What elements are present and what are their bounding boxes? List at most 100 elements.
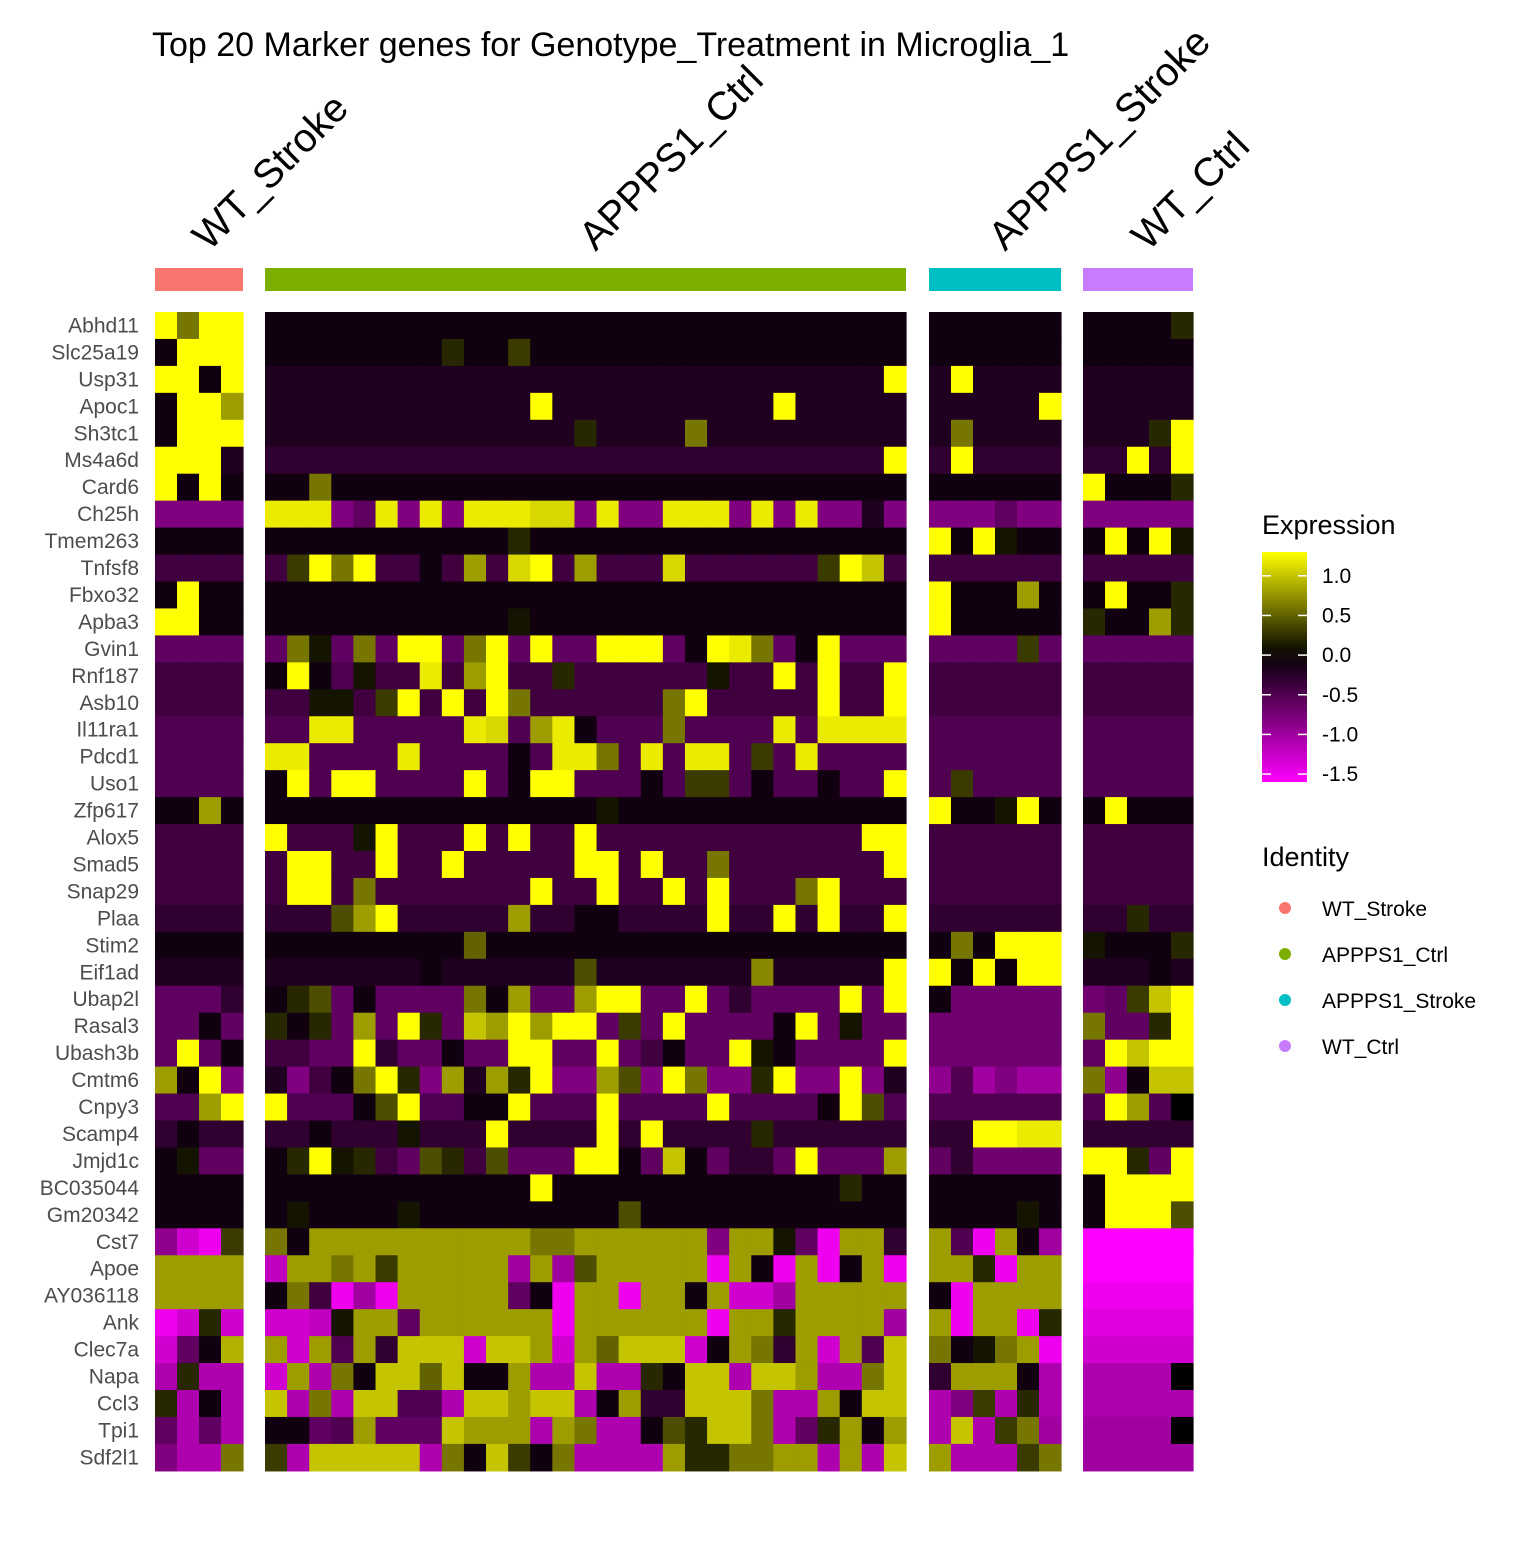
group-label-wt-stroke: WT_Stroke <box>184 86 357 259</box>
heatmap-cell <box>530 1309 553 1337</box>
heatmap-cell <box>552 500 576 529</box>
heatmap-cell <box>309 500 332 529</box>
heatmap-cell <box>883 635 907 663</box>
heatmap-cell <box>486 824 509 852</box>
heatmap-cell <box>751 985 774 1014</box>
heatmap-cell <box>773 743 797 771</box>
heatmap-cell <box>1039 554 1062 583</box>
heatmap-cell <box>508 797 531 825</box>
heatmap-cell <box>552 904 576 933</box>
gene-label-zfp617: Zfp617 <box>74 800 139 823</box>
heatmap-cell <box>353 392 377 421</box>
heatmap-cell <box>463 473 487 502</box>
heatmap-cell <box>1171 770 1194 798</box>
heatmap-cell <box>486 1012 509 1041</box>
heatmap-cell <box>883 1282 907 1310</box>
heatmap-cell <box>177 770 200 798</box>
heatmap-cell <box>773 689 797 717</box>
heatmap-cell <box>309 851 332 879</box>
heatmap-cell <box>929 716 952 744</box>
heatmap-cell <box>929 958 952 987</box>
heatmap-cell <box>883 1120 907 1149</box>
heatmap-cell <box>729 1309 752 1337</box>
heatmap-cell <box>596 312 620 340</box>
heatmap-cell <box>177 1309 200 1337</box>
heatmap-cell <box>419 392 443 421</box>
gene-label-smad5: Smad5 <box>72 854 139 877</box>
heatmap-cell <box>1039 1012 1062 1041</box>
heatmap-cell <box>530 446 553 475</box>
heatmap-cell <box>1149 527 1172 556</box>
heatmap-cell <box>1105 608 1128 636</box>
heatmap-cell <box>795 797 819 825</box>
heatmap-cell <box>331 904 355 933</box>
heatmap-cell <box>486 446 509 475</box>
heatmap-cell <box>397 1012 421 1041</box>
heatmap-cell <box>221 500 244 529</box>
heatmap-cell <box>1105 797 1128 825</box>
heatmap-cell <box>397 1093 421 1122</box>
heatmap-cell <box>973 419 996 448</box>
heatmap-cell <box>973 1416 996 1445</box>
heatmap-cell <box>199 716 222 744</box>
heatmap-cell <box>375 689 399 717</box>
heatmap-cell <box>707 635 730 663</box>
heatmap-cell <box>287 1147 310 1175</box>
heatmap-cell <box>574 1363 598 1391</box>
heatmap-cell <box>729 1147 752 1175</box>
heatmap-cell <box>199 877 222 906</box>
heatmap-cell <box>552 554 576 583</box>
heatmap-cell <box>1017 500 1040 529</box>
heatmap-cell <box>463 1416 487 1445</box>
heatmap-cell <box>375 1201 399 1229</box>
heatmap-cell <box>530 1363 553 1391</box>
heatmap-cell <box>331 635 355 663</box>
heatmap-cell <box>486 608 509 636</box>
heatmap-cell <box>155 1066 178 1095</box>
heatmap-cell <box>552 716 576 744</box>
heatmap-cell <box>463 1228 487 1256</box>
heatmap-cell <box>596 1363 620 1391</box>
heatmap-cell <box>265 743 288 771</box>
heatmap-cell <box>287 662 310 690</box>
heatmap-cell <box>751 904 774 933</box>
heatmap-cell <box>1149 716 1172 744</box>
heatmap-cell <box>861 1363 885 1391</box>
heatmap-cell <box>795 904 819 933</box>
heatmap-cell <box>287 958 310 987</box>
heatmap-cell <box>883 1093 907 1122</box>
heatmap-cell <box>795 1390 819 1418</box>
gene-label-tmem263: Tmem263 <box>44 530 139 553</box>
heatmap-cell <box>1127 1201 1150 1229</box>
heatmap-cell <box>177 1255 200 1283</box>
heatmap-cell <box>973 958 996 987</box>
heatmap-cell <box>640 1201 664 1229</box>
heatmap-cell <box>951 1039 974 1068</box>
legend-tick-label: -0.5 <box>1322 684 1358 707</box>
heatmap-cell <box>795 608 819 636</box>
heatmap-cell <box>397 931 421 960</box>
heatmap-cell <box>177 500 200 529</box>
heatmap-cell <box>1083 1416 1106 1445</box>
heatmap-cell <box>883 743 907 771</box>
heatmap-cell <box>973 312 996 340</box>
heatmap-cell <box>353 1120 377 1149</box>
heatmap-cell <box>530 1147 553 1175</box>
heatmap-cell <box>419 419 443 448</box>
heatmap-cell <box>1149 446 1172 475</box>
heatmap-cell <box>1017 1039 1040 1068</box>
heatmap-cell <box>1171 1443 1194 1472</box>
heatmap-cell <box>463 1282 487 1310</box>
heatmap-cell <box>486 743 509 771</box>
heatmap-cell <box>973 392 996 421</box>
heatmap-cell <box>375 500 399 529</box>
heatmap-cell <box>1039 1174 1062 1202</box>
heatmap-cell <box>929 635 952 663</box>
heatmap-cell <box>684 985 708 1014</box>
heatmap-cell <box>839 1093 863 1122</box>
heatmap-cell <box>530 392 553 421</box>
heatmap-cell <box>309 419 332 448</box>
heatmap-cell <box>1171 931 1194 960</box>
heatmap-cell <box>375 446 399 475</box>
heatmap-cell <box>419 581 443 610</box>
